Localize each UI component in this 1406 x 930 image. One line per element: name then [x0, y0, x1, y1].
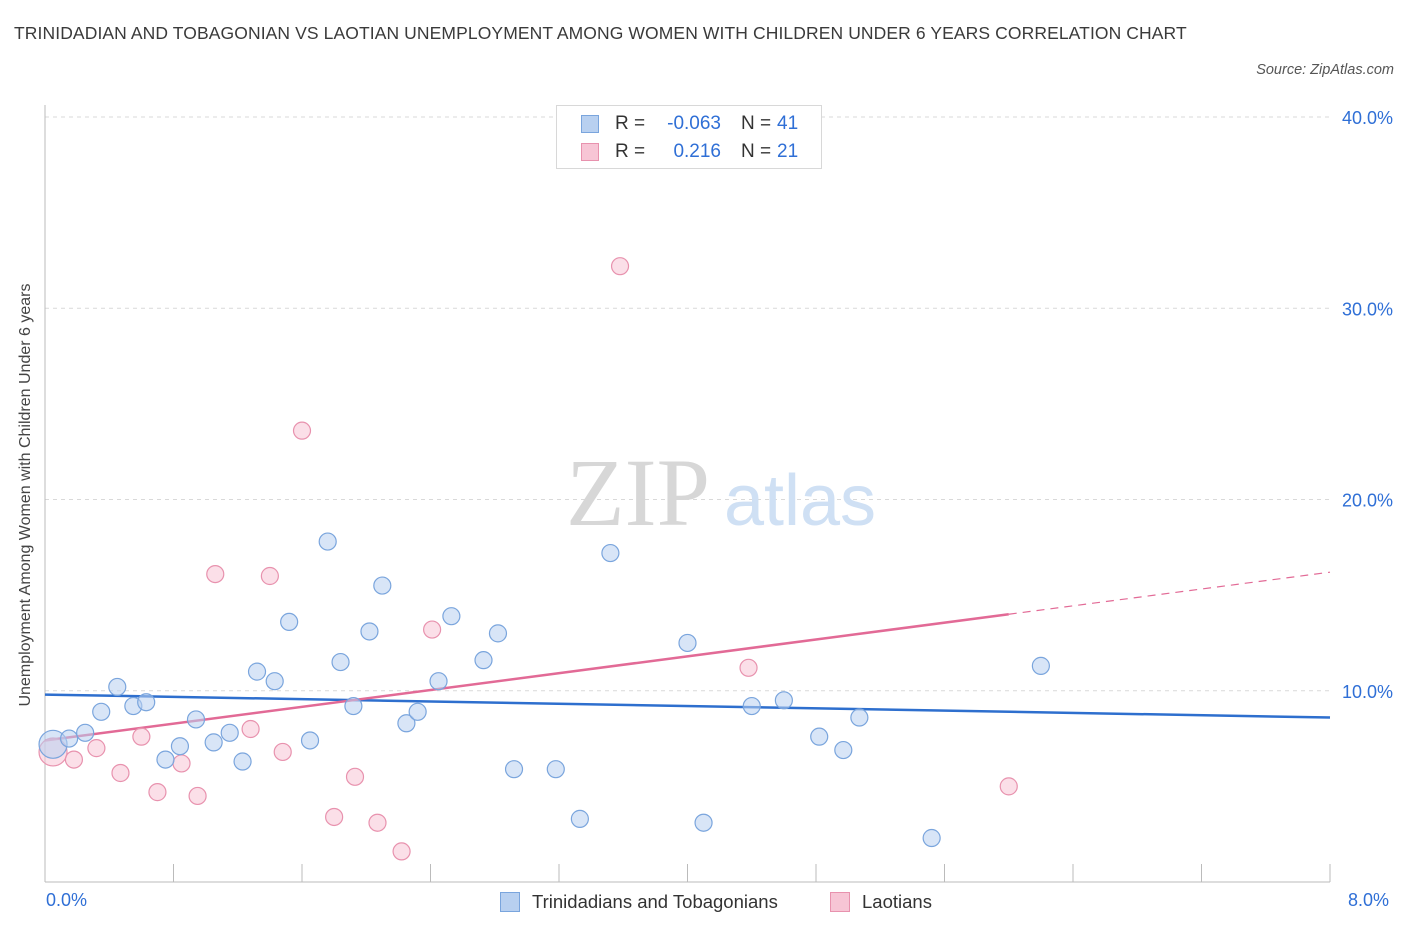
point-trinidadians [280, 612, 299, 632]
legend-r-value: 0.216 [673, 141, 721, 162]
trend-lines [44, 571, 1331, 742]
point-laotians [273, 742, 292, 762]
point-trinidadians [810, 727, 829, 746]
point-laotians [260, 566, 279, 586]
legend-n-label: N = [741, 113, 772, 134]
point-trinidadians [300, 731, 320, 750]
watermark-atlas: atlas [724, 461, 876, 541]
point-trinidadians [408, 702, 427, 721]
point-trinidadians [850, 708, 869, 727]
legend-swatch-blue [581, 115, 599, 133]
point-laotians [368, 813, 387, 832]
bottom-legend-laotians: Laotians [830, 888, 932, 916]
point-trinidadians [331, 652, 350, 672]
point-trinidadians [429, 672, 448, 691]
source-note: Source: ZipAtlas.com [1256, 62, 1394, 78]
point-trinidadians [1031, 656, 1050, 675]
point-trinidadians [318, 532, 337, 551]
x-tick-max: 8.0% [1348, 890, 1390, 910]
point-trinidadians [922, 828, 941, 848]
point-trinidadians [774, 691, 793, 710]
point-trinidadians [76, 723, 95, 742]
y-tick-label: 30.0% [1342, 299, 1393, 319]
point-trinidadians [397, 714, 416, 733]
point-trinidadians [59, 729, 79, 748]
watermark-zip: ZIP [566, 439, 710, 546]
point-trinidadians [742, 696, 761, 716]
point-trinidadians [233, 752, 252, 771]
point-laotians [188, 786, 207, 806]
point-trinidadians [570, 809, 589, 828]
point-trinidadians [204, 733, 223, 752]
point-laotians [64, 750, 84, 769]
point-laotians [132, 727, 151, 746]
bottom-legend-swatch-pink [830, 892, 850, 912]
point-laotians [148, 783, 167, 802]
point-trinidadians [170, 737, 190, 756]
point-trinidadians [546, 760, 565, 779]
data-points [38, 257, 1050, 861]
bottom-legend-swatch-blue [500, 892, 520, 912]
point-laotians [999, 777, 1018, 796]
point-laotians [392, 842, 411, 861]
y-tick-labels: 10.0% 20.0% 30.0% 40.0% [1342, 108, 1393, 702]
point-trinidadians [442, 607, 461, 626]
point-trinidadians [694, 813, 713, 832]
point-laotians [610, 257, 630, 276]
chart-title: TRINIDADIAN AND TOBAGONIAN VS LAOTIAN UN… [14, 23, 1187, 43]
grid-lines [45, 116, 1330, 692]
point-trinidadians [474, 651, 493, 670]
point-trinidadians [108, 677, 127, 697]
point-trinidadians [504, 760, 524, 779]
point-trinidadians [247, 662, 267, 681]
point-trinidadians [186, 710, 206, 729]
bottom-legend-label: Laotians [862, 891, 932, 912]
trend-line-trinidadians [44, 693, 1331, 719]
point-laotians [739, 658, 758, 677]
point-trinidadians [360, 622, 379, 641]
legend-n-value: 41 [777, 113, 799, 134]
point-trinidadians [601, 543, 620, 563]
point-trinidadians [156, 750, 175, 769]
point-laotians [241, 719, 260, 739]
y-axis-label: Unemployment Among Women with Children U… [17, 283, 34, 707]
legend-n-value: 21 [777, 141, 799, 162]
point-trinidadians [265, 672, 284, 691]
point-laotians [111, 763, 130, 783]
trend-line-laotians-extension [1008, 571, 1331, 615]
legend-r-value: -0.063 [667, 113, 721, 134]
bottom-legend-trinidadians: Trinidadians and Tobagonians [500, 888, 778, 916]
point-trinidadians [373, 576, 392, 595]
legend-n-label: N = [741, 141, 772, 162]
legend-row-laotians: R = 0.216 N = 21 [581, 139, 798, 165]
y-tick-label: 20.0% [1342, 491, 1393, 511]
y-tick-label: 10.0% [1342, 682, 1393, 702]
point-trinidadians [92, 702, 111, 721]
point-trinidadians [220, 723, 239, 742]
point-trinidadians [678, 633, 697, 653]
point-trinidadians [834, 740, 853, 760]
point-trinidadians [344, 696, 363, 716]
point-trinidadians [488, 624, 508, 643]
bottom-legend-label: Trinidadians and Tobagonians [532, 891, 778, 912]
point-laotians [423, 620, 442, 639]
legend-r-label: R = [615, 113, 646, 134]
point-laotians [87, 739, 106, 758]
trend-line-laotians [44, 613, 1009, 742]
legend-row-trinidadians: R = -0.063 N = 41 [581, 111, 798, 137]
y-tick-label: 40.0% [1342, 108, 1393, 128]
legend-r-label: R = [615, 141, 646, 162]
point-laotians [206, 564, 225, 584]
point-laotians [345, 767, 365, 786]
legend-swatch-pink [581, 143, 599, 161]
point-trinidadians [137, 693, 156, 712]
x-tick-min: 0.0% [46, 890, 88, 910]
point-laotians [292, 421, 312, 440]
point-laotians [325, 807, 344, 827]
stats-legend: R = -0.063 N = 41 R = 0.216 N = 21 [556, 105, 822, 169]
point-laotians [172, 754, 191, 773]
